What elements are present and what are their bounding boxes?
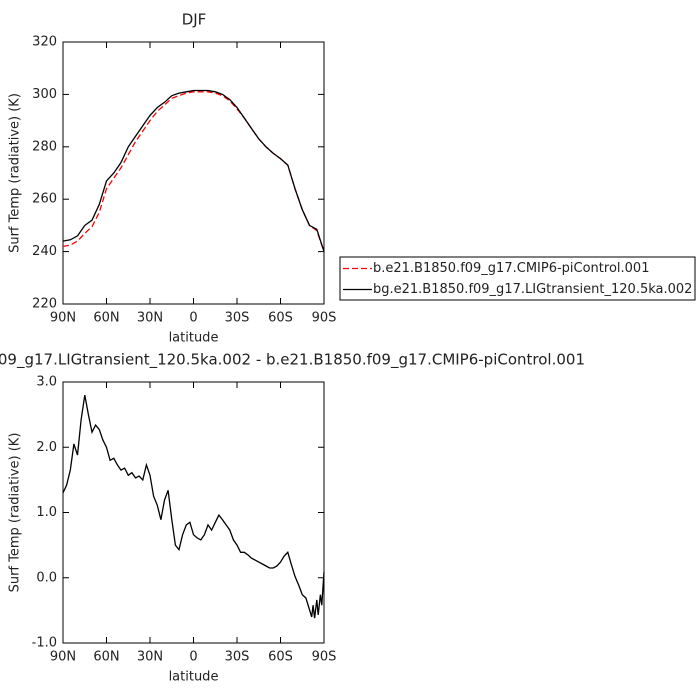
- chart-title: DJF: [182, 11, 207, 29]
- legend-label: bg.e21.B1850.f09_g17.LIGtransient_120.5k…: [373, 282, 692, 297]
- y-axis-label: Surf Temp (radiative) (K): [8, 433, 23, 593]
- x-tick-label: 60S: [268, 311, 293, 326]
- legend-label: b.e21.B1850.f09_g17.CMIP6-piControl.001: [373, 261, 649, 276]
- x-tick-label: 60N: [93, 650, 119, 665]
- y-tick-label: 3.0: [36, 375, 57, 390]
- x-tick-label: 30S: [225, 311, 250, 326]
- y-tick-label: 260: [32, 192, 57, 207]
- x-tick-label: 60S: [268, 650, 293, 665]
- x-tick-label: 0: [189, 311, 197, 326]
- y-tick-label: 320: [32, 35, 57, 50]
- y-tick-label: 2.0: [36, 440, 57, 455]
- x-tick-label: 90S: [312, 311, 337, 326]
- x-axis-label: latitude: [169, 331, 219, 346]
- y-axis-label: Surf Temp (radiative) (K): [8, 93, 23, 253]
- y-tick-label: 220: [32, 297, 57, 312]
- y-tick-label: 280: [32, 139, 57, 154]
- x-tick-label: 90N: [50, 311, 76, 326]
- y-tick-label: -1.0: [32, 636, 57, 651]
- plot-frame: [62, 381, 325, 644]
- x-tick-label: 60N: [93, 311, 119, 326]
- line: [62, 394, 325, 619]
- x-tick-label: 90S: [312, 650, 337, 665]
- x-axis-label: latitude: [169, 670, 219, 685]
- series-line: [62, 91, 325, 252]
- plot-frame: [62, 41, 325, 305]
- y-tick-label: 1.0: [36, 505, 57, 520]
- y-tick-label: 0.0: [36, 570, 57, 585]
- x-tick-label: 90N: [50, 650, 76, 665]
- chart-title: bg.e21.B1850.f09_g17.LIGtransient_120.5k…: [0, 351, 585, 370]
- x-tick-label: 30N: [137, 311, 163, 326]
- series-line: [62, 89, 325, 252]
- x-tick-label: 30S: [225, 650, 250, 665]
- x-tick-label: 30N: [137, 650, 163, 665]
- legend-box: [339, 256, 696, 301]
- y-tick-label: 240: [32, 244, 57, 259]
- y-tick-label: 300: [32, 87, 57, 102]
- x-tick-label: 0: [189, 650, 197, 665]
